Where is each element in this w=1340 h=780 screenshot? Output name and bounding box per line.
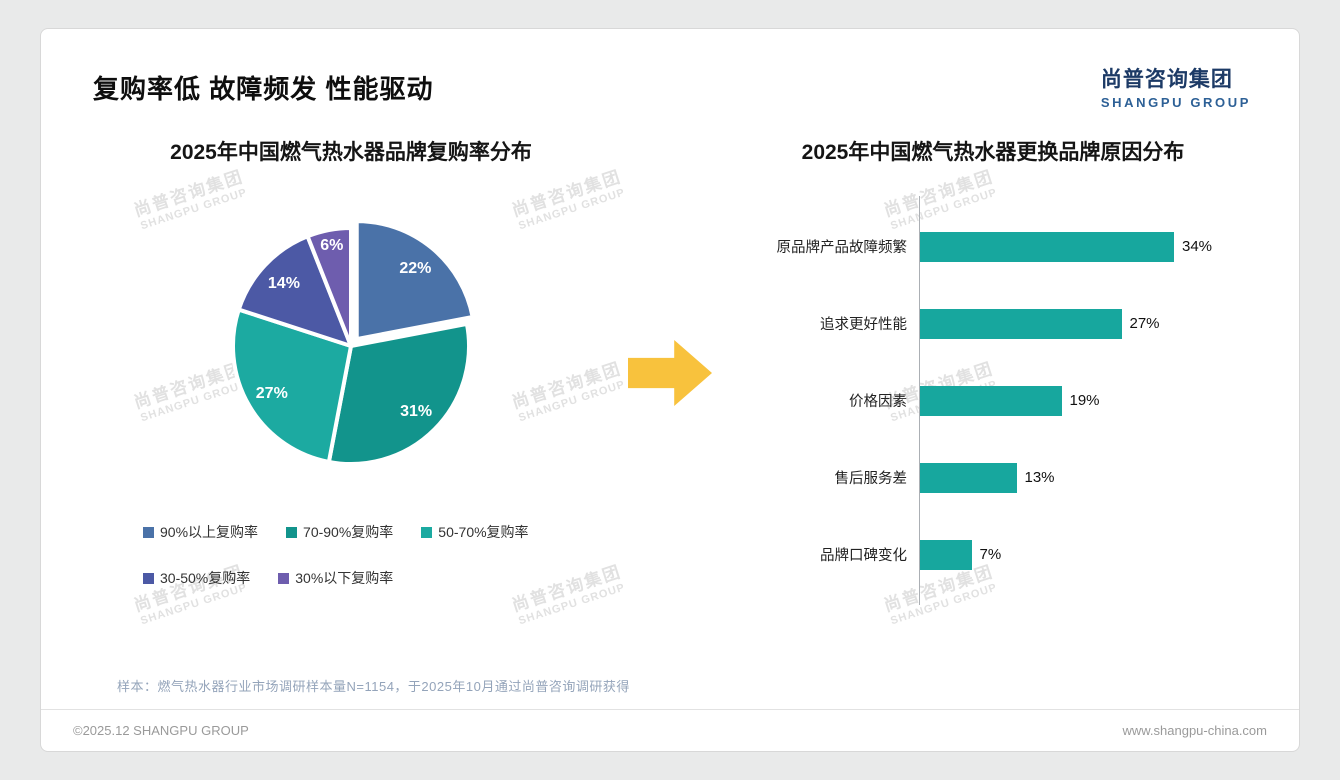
header: 复购率低 故障频发 性能驱动 尚普咨询集团 SHANGPU GROUP (41, 29, 1299, 110)
bar-value-label: 34% (1182, 238, 1213, 255)
bar-value-label: 27% (1129, 315, 1160, 332)
pie-legend: 90%以上复购率 70-90%复购率 50-70%复购率 30-50%复购率 30%以下… (143, 522, 611, 588)
bar-fill (919, 308, 1122, 339)
bar-fill (919, 462, 1017, 493)
pie-value-label: 22% (399, 260, 431, 277)
pie-slice (326, 321, 471, 466)
bar-fill (919, 231, 1174, 262)
pie-value-label: 31% (400, 403, 432, 420)
pie-svg: 22% 31% 27% 14% 6% (231, 219, 475, 466)
legend-marker (278, 572, 290, 584)
bar-chart-title: 2025年中国燃气热水器更换品牌原因分布 (801, 141, 1185, 164)
pie-value-label: 6% (320, 237, 343, 254)
legend-label: 70-90%复购率 (303, 524, 394, 540)
bar-row: 追求更好性能 27% (729, 285, 1257, 362)
page-title: 复购率低 故障频发 性能驱动 (93, 74, 434, 104)
legend-marker (286, 526, 298, 538)
legend-row: 90%以上复购率 70-90%复购率 50-70%复购率 (143, 522, 611, 542)
brand-logo-en: SHANGPU GROUP (1100, 95, 1251, 110)
pie-value-label: 14% (268, 275, 300, 292)
bar-fill (919, 539, 972, 570)
bar-row: 原品牌产品故障频繁 34% (729, 208, 1257, 285)
sample-footnote: 样本：燃气热水器行业市场调研样本量N=1154，于2025年10月通过尚普咨询调… (117, 679, 630, 694)
brand-logo: 尚普咨询集团 SHANGPU GROUP (1101, 63, 1251, 110)
legend-label: 30-50%复购率 (160, 570, 251, 586)
footer-copyright: ©2025.12 SHANGPU GROUP (73, 723, 249, 738)
bar-axis-line (919, 196, 920, 605)
legend-marker (421, 526, 433, 538)
pie-slice (231, 307, 353, 464)
bar-row: 品牌口碑变化 7% (729, 516, 1257, 593)
pie-slice (305, 226, 353, 348)
bar-category-label: 品牌口碑变化 (820, 548, 907, 564)
pie-slice (236, 234, 353, 348)
bar-value-label: 7% (979, 546, 1002, 563)
bar-category-label: 原品牌产品故障频繁 (776, 240, 908, 256)
bar-track: 19% (919, 385, 1257, 416)
bar-category-label: 价格因素 (849, 394, 907, 410)
right-arrow-icon (628, 340, 712, 406)
pie-chart: 22% 31% 27% 14% 6% (91, 196, 611, 496)
bar-track: 13% (919, 462, 1257, 493)
legend-item: 30%以下复购率 (278, 568, 393, 588)
legend-item: 30-50%复购率 (143, 568, 250, 588)
bar-category-label: 追求更好性能 (820, 317, 907, 333)
bar-track: 7% (919, 539, 1257, 570)
legend-item: 50-70%复购率 (421, 522, 529, 542)
brand-logo-cn: 尚普咨询集团 (1100, 68, 1233, 91)
slide-card: 尚普咨询集团 SHANGPU GROUP 尚普咨询集团 SHANGPU GROUP 尚普… (40, 28, 1300, 752)
bar-track: 34% (919, 231, 1257, 262)
footer-website: www.shangpu-china.com (1122, 723, 1267, 738)
bar-chart: 原品牌产品故障频繁 34% 追求更好性能 27% 价格因素 19% 售后服务差 13% 品牌口碑… (729, 196, 1257, 605)
legend-marker (143, 572, 154, 584)
legend-item: 90%以上复购率 (143, 522, 258, 542)
pie-value-label: 27% (256, 385, 288, 402)
legend-label: 50-70%复购率 (438, 524, 529, 540)
arrow-column (611, 114, 729, 614)
legend-label: 30%以下复购率 (295, 570, 394, 586)
bar-track: 27% (919, 308, 1257, 339)
legend-marker (143, 526, 154, 538)
footer: ©2025.12 SHANGPU GROUP www.shangpu-china… (41, 709, 1299, 751)
bar-chart-section: 2025年中国燃气热水器更换品牌原因分布 原品牌产品故障频繁 34% 追求更好性能 2… (729, 114, 1257, 614)
pie-chart-title: 2025年中国燃气热水器品牌复购率分布 (170, 141, 532, 164)
pie-slice (354, 219, 475, 342)
bar-category-label: 售后服务差 (834, 471, 908, 487)
bar-value-label: 13% (1024, 469, 1055, 486)
legend-item: 70-90%复购率 (286, 522, 393, 542)
bar-value-label: 19% (1069, 392, 1100, 409)
pie-chart-section: 2025年中国燃气热水器品牌复购率分布 22% 31% 27% 14% 6% 90%以上… (91, 114, 611, 614)
legend-label: 90%以上复购率 (160, 524, 259, 540)
legend-row: 30-50%复购率 30%以下复购率 (143, 568, 611, 588)
charts-area: 2025年中国燃气热水器品牌复购率分布 22% 31% 27% 14% 6% 90%以上… (41, 110, 1299, 614)
bar-row: 价格因素 19% (729, 362, 1257, 439)
bar-row: 售后服务差 13% (729, 439, 1257, 516)
bar-fill (919, 385, 1062, 416)
